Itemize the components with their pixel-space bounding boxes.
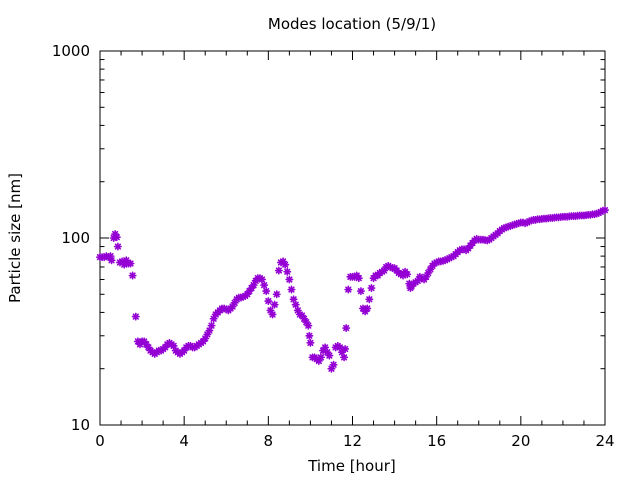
x-tick-label: 24 xyxy=(595,432,614,450)
data-point xyxy=(126,259,135,268)
data-point xyxy=(262,287,271,296)
data-point xyxy=(340,353,349,362)
data-point xyxy=(600,206,610,215)
x-tick-label: 8 xyxy=(264,432,274,450)
x-tick-label: 4 xyxy=(179,432,189,450)
data-point xyxy=(305,331,314,340)
data-point xyxy=(367,284,376,293)
data-point xyxy=(344,285,353,294)
y-tick-label: 10 xyxy=(71,416,90,434)
data-point xyxy=(283,267,292,276)
x-axis-label: Time [hour] xyxy=(307,457,396,475)
data-point xyxy=(365,295,374,304)
data-point xyxy=(403,270,412,279)
data-point xyxy=(342,324,351,333)
axis-ticks xyxy=(99,50,606,426)
x-tick-label: 16 xyxy=(427,432,446,450)
data-point xyxy=(274,266,283,275)
chart-title: Modes location (5/9/1) xyxy=(268,15,436,33)
data-point xyxy=(304,321,313,330)
x-tick-label: 0 xyxy=(95,432,105,450)
data-point xyxy=(329,360,338,369)
x-tick-label: 12 xyxy=(343,432,362,450)
axis-tick-labels: 0 4 8 12 16 20 24 10 100 1000 xyxy=(52,42,615,450)
y-tick-label: 100 xyxy=(61,229,90,247)
data-point xyxy=(128,271,137,280)
data-point xyxy=(291,300,300,309)
data-point xyxy=(287,285,296,294)
data-point xyxy=(260,281,269,290)
data-point xyxy=(272,290,281,299)
data-point xyxy=(285,275,294,284)
data-point xyxy=(281,260,290,269)
data-point xyxy=(113,242,122,251)
data-point xyxy=(258,275,267,284)
y-axis-label: Particle size [nm] xyxy=(6,173,24,303)
data-point xyxy=(363,304,372,313)
data-point xyxy=(264,297,273,306)
data-point xyxy=(289,295,298,304)
y-tick-label: 1000 xyxy=(52,42,90,60)
data-point xyxy=(356,287,365,296)
data-point xyxy=(354,274,363,283)
data-point xyxy=(270,300,279,309)
x-tick-label: 20 xyxy=(511,432,530,450)
data-point xyxy=(341,344,350,353)
data-point xyxy=(306,338,315,347)
data-point xyxy=(207,321,216,330)
data-point xyxy=(131,312,140,321)
data-point xyxy=(268,310,277,319)
data-point xyxy=(325,351,334,360)
data-point xyxy=(112,233,121,242)
data-point xyxy=(107,256,116,265)
data-point xyxy=(316,353,325,362)
data-points xyxy=(96,206,610,373)
plot-frame xyxy=(99,50,606,426)
